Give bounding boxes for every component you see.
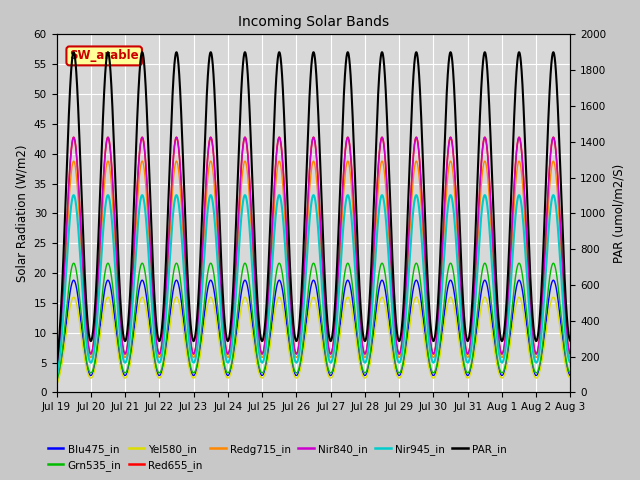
Title: Incoming Solar Bands: Incoming Solar Bands [238, 15, 389, 29]
Legend: Blu475_in, Grn535_in, Yel580_in, Red655_in, Redg715_in, Nir840_in, Nir945_in, PA: Blu475_in, Grn535_in, Yel580_in, Red655_… [44, 439, 511, 475]
Y-axis label: PAR (umol/m2/S): PAR (umol/m2/S) [612, 164, 625, 263]
Text: SW_arable: SW_arable [69, 49, 139, 62]
Y-axis label: Solar Radiation (W/m2): Solar Radiation (W/m2) [15, 144, 28, 282]
